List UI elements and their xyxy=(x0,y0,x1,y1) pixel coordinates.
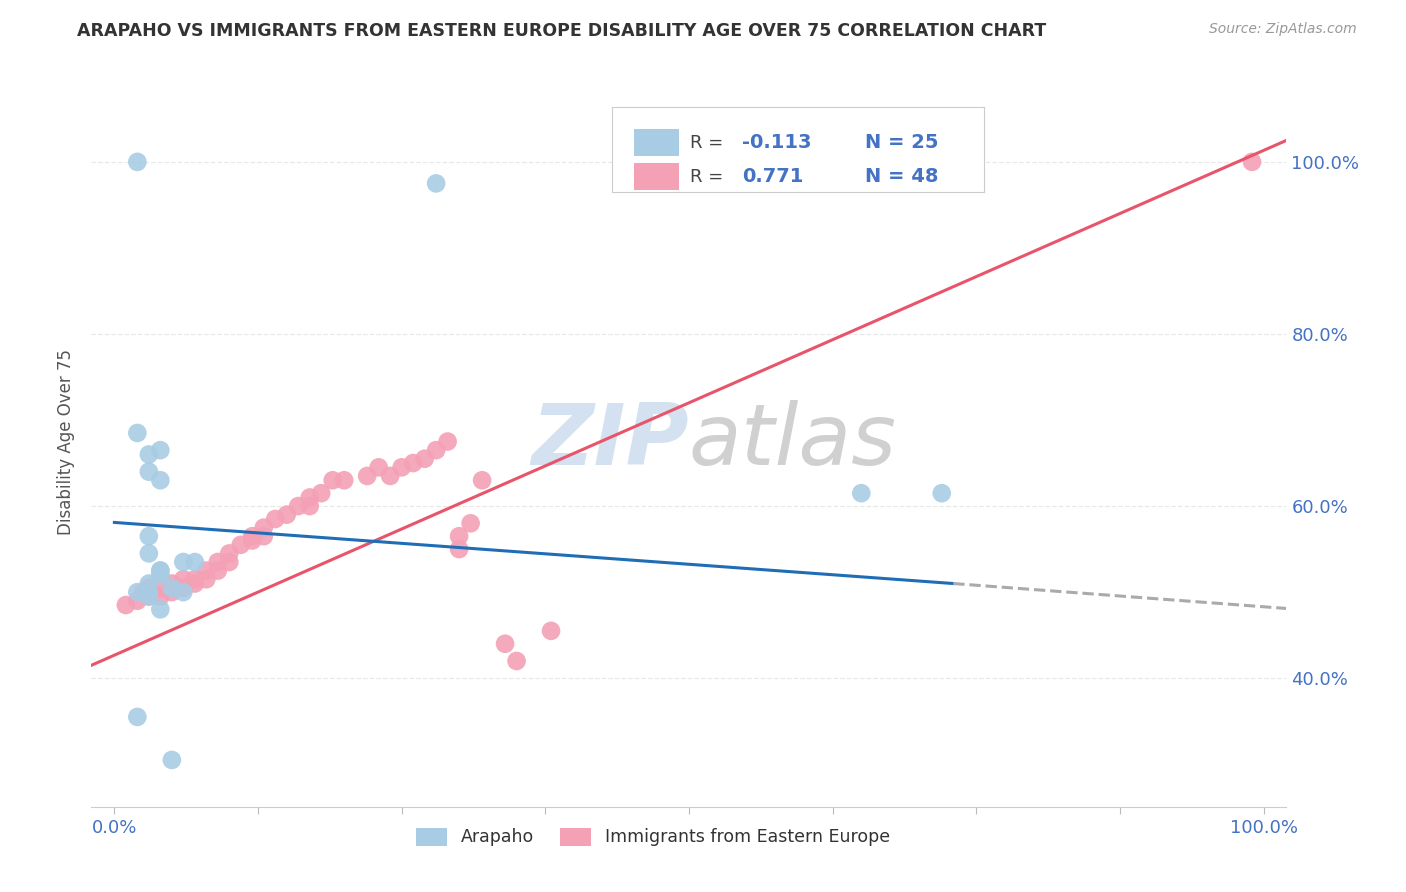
Point xyxy=(172,572,194,586)
Y-axis label: Disability Age Over 75: Disability Age Over 75 xyxy=(58,349,76,534)
Point xyxy=(127,585,149,599)
Point xyxy=(160,576,183,591)
Point xyxy=(240,533,263,548)
Point xyxy=(494,637,516,651)
Bar xyxy=(634,163,679,190)
Text: ARAPAHO VS IMMIGRANTS FROM EASTERN EUROPE DISABILITY AGE OVER 75 CORRELATION CHA: ARAPAHO VS IMMIGRANTS FROM EASTERN EUROP… xyxy=(77,22,1046,40)
Point xyxy=(149,590,172,604)
Point xyxy=(229,538,252,552)
Text: N = 48: N = 48 xyxy=(865,167,938,186)
Point xyxy=(298,491,321,505)
Text: atlas: atlas xyxy=(689,400,897,483)
Point xyxy=(333,473,356,487)
Point xyxy=(138,546,160,560)
Point xyxy=(378,469,402,483)
Point xyxy=(160,581,183,595)
Point xyxy=(264,512,287,526)
Text: R =: R = xyxy=(690,168,728,186)
Point xyxy=(449,542,471,557)
Point xyxy=(276,508,298,522)
Text: -0.113: -0.113 xyxy=(742,133,811,153)
Bar xyxy=(634,129,679,156)
Point xyxy=(460,516,482,531)
Point xyxy=(127,710,149,724)
Point xyxy=(195,564,218,578)
Point xyxy=(425,177,447,191)
Point xyxy=(127,425,149,440)
Point xyxy=(138,590,160,604)
Legend: Arapaho, Immigrants from Eastern Europe: Arapaho, Immigrants from Eastern Europe xyxy=(409,821,897,854)
Point xyxy=(138,465,160,479)
Point xyxy=(138,447,160,461)
Point xyxy=(356,469,378,483)
Point xyxy=(240,529,263,543)
Point xyxy=(218,546,240,560)
Point xyxy=(425,443,447,458)
Point xyxy=(149,568,172,582)
Point xyxy=(436,434,458,449)
Point xyxy=(195,572,218,586)
Point xyxy=(149,602,172,616)
Point xyxy=(505,654,527,668)
Point xyxy=(138,576,160,591)
Text: N = 25: N = 25 xyxy=(865,133,938,153)
Point xyxy=(931,486,953,500)
Point xyxy=(322,473,344,487)
Point xyxy=(149,564,172,578)
Point xyxy=(184,555,207,569)
Text: R =: R = xyxy=(690,134,728,152)
Point xyxy=(149,443,172,458)
Point xyxy=(367,460,389,475)
Point xyxy=(127,593,149,607)
Point xyxy=(184,572,207,586)
Point xyxy=(149,564,172,578)
Point xyxy=(309,486,332,500)
Point xyxy=(471,473,494,487)
Point xyxy=(402,456,425,470)
Point xyxy=(172,555,194,569)
Point xyxy=(413,451,436,466)
Point xyxy=(127,154,149,169)
Text: Source: ZipAtlas.com: Source: ZipAtlas.com xyxy=(1209,22,1357,37)
Point xyxy=(218,555,240,569)
Point xyxy=(138,585,160,599)
Point xyxy=(115,598,138,612)
Text: ZIP: ZIP xyxy=(531,400,689,483)
Point xyxy=(287,499,309,513)
Point xyxy=(138,581,160,595)
Point xyxy=(298,499,321,513)
Point xyxy=(207,555,229,569)
Point xyxy=(253,520,276,534)
Point xyxy=(160,585,183,599)
Point xyxy=(172,585,194,599)
Point xyxy=(160,753,183,767)
Point xyxy=(851,486,873,500)
Point xyxy=(449,529,471,543)
Point xyxy=(1240,154,1263,169)
Point xyxy=(391,460,413,475)
Point xyxy=(540,624,562,638)
Point xyxy=(138,529,160,543)
Point xyxy=(172,581,194,595)
Point xyxy=(253,529,276,543)
Point xyxy=(184,576,207,591)
Point xyxy=(149,473,172,487)
Point xyxy=(207,564,229,578)
Text: 0.771: 0.771 xyxy=(742,167,803,186)
Point xyxy=(138,590,160,604)
Point xyxy=(149,581,172,595)
Point xyxy=(132,585,155,599)
